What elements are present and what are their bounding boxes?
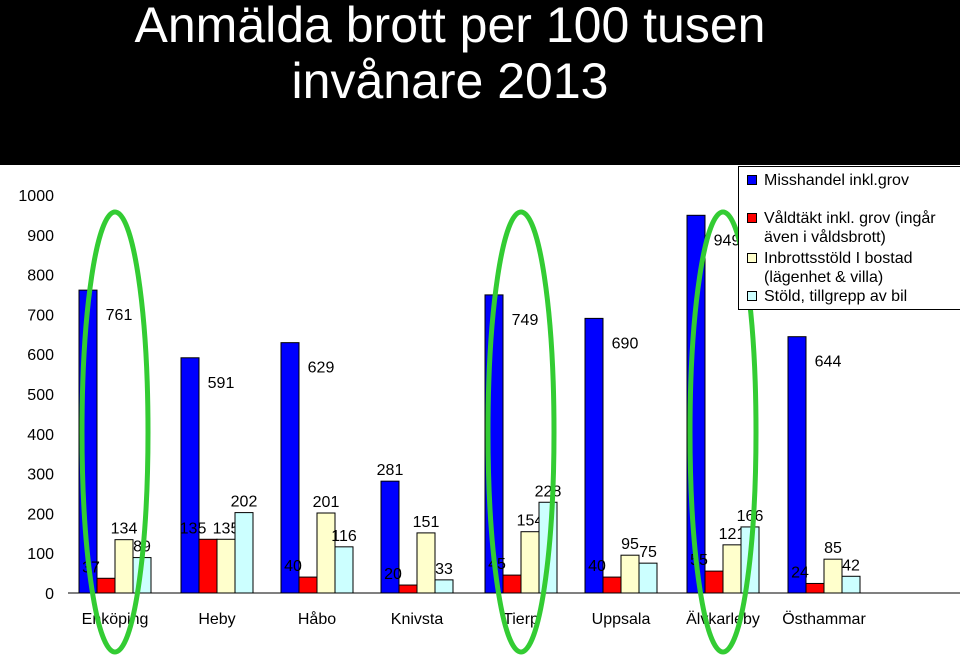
data-label: 134	[111, 521, 138, 538]
data-label: 121	[719, 526, 746, 543]
bar	[298, 576, 318, 594]
y-tick-label: 900	[27, 228, 54, 245]
x-tick-label: Uppsala	[592, 611, 651, 628]
y-tick-label: 700	[27, 307, 54, 324]
legend-swatch	[747, 253, 757, 263]
x-tick-label: Knivsta	[391, 611, 444, 628]
bar	[416, 532, 436, 594]
bar	[398, 584, 418, 594]
data-label: 75	[639, 544, 657, 561]
bar	[334, 546, 354, 594]
legend-swatch	[747, 213, 757, 223]
data-label: 40	[284, 558, 302, 575]
data-label: 95	[621, 536, 639, 553]
data-label: 749	[512, 312, 539, 329]
data-label: 629	[308, 360, 335, 377]
bar	[704, 570, 724, 594]
y-tick-label: 0	[45, 586, 54, 603]
legend: Misshandel inkl.grov Våldtäkt inkl. grov…	[738, 166, 960, 310]
title-band	[0, 0, 960, 165]
bar	[280, 342, 300, 594]
data-label: 761	[106, 307, 133, 324]
data-label: 20	[384, 566, 402, 583]
data-label: 949	[714, 232, 741, 249]
data-label: 202	[231, 494, 258, 511]
bar	[198, 538, 218, 594]
data-label: 24	[791, 564, 809, 581]
bar	[316, 512, 336, 594]
legend-label: Misshandel inkl.grov	[764, 172, 909, 189]
y-tick-label: 500	[27, 387, 54, 404]
y-tick-label: 600	[27, 347, 54, 364]
data-label: 591	[208, 375, 235, 392]
legend-swatch	[747, 291, 757, 301]
y-tick-label: 1000	[18, 188, 54, 205]
y-tick-label: 400	[27, 427, 54, 444]
y-tick-label: 300	[27, 467, 54, 484]
bar	[602, 576, 622, 594]
data-label: 135	[213, 520, 240, 537]
x-tick-label: Heby	[198, 611, 235, 628]
data-label: 644	[815, 354, 842, 371]
x-tick-label: Tierp	[503, 611, 539, 628]
x-tick-label: Älvkarleby	[686, 610, 760, 628]
data-label: 154	[517, 513, 544, 530]
x-tick-label: Östhammar	[782, 610, 866, 628]
data-label: 85	[824, 540, 842, 557]
data-label: 166	[737, 508, 764, 525]
bar	[638, 562, 658, 594]
y-tick-label: 800	[27, 268, 54, 285]
bar	[96, 577, 116, 594]
bar	[620, 554, 640, 594]
data-label: 40	[588, 558, 606, 575]
legend-label: Våldtäkt inkl. grov (ingår även i våldsb…	[764, 210, 936, 246]
data-label: 201	[313, 494, 340, 511]
bar	[234, 512, 254, 594]
data-label: 151	[413, 514, 440, 531]
data-label: 690	[612, 335, 639, 352]
bar	[114, 539, 134, 594]
data-label: 33	[435, 561, 453, 578]
bar	[434, 579, 454, 594]
chart-title-line-1: Anmälda brott per 100 tusen	[134, 0, 766, 53]
bar	[520, 531, 540, 594]
chart-title-line-2: invånare 2013	[291, 53, 609, 109]
highlight-ellipse	[485, 209, 557, 655]
bar	[180, 357, 200, 594]
highlight-ellipse	[687, 209, 759, 655]
bar	[841, 575, 861, 594]
legend-swatch	[747, 175, 757, 185]
data-label: 135	[180, 520, 207, 537]
data-label: 42	[842, 557, 860, 574]
y-tick-label: 100	[27, 546, 54, 563]
legend-label: Stöld, tillgrepp av bil	[764, 288, 908, 305]
bar	[823, 558, 843, 594]
data-label: 116	[331, 528, 357, 545]
y-tick-label: 200	[27, 506, 54, 523]
bar	[722, 544, 742, 594]
bar	[787, 336, 807, 594]
legend-label: Inbrottsstöld I bostad (lägenhet & villa…	[764, 250, 913, 286]
x-tick-label: Håbo	[298, 610, 336, 628]
bar	[502, 574, 522, 594]
bar	[805, 582, 825, 594]
bar	[584, 317, 604, 594]
highlight-ellipse	[79, 209, 151, 655]
data-label: 228	[535, 483, 562, 500]
data-label: 281	[377, 462, 404, 479]
x-tick-label: Enköping	[82, 611, 149, 628]
bar	[216, 538, 236, 594]
